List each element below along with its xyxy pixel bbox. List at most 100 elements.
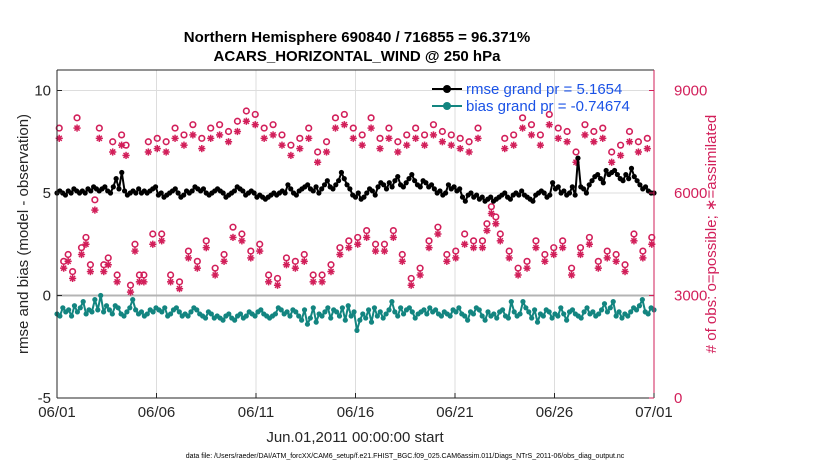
- rmse-point: [136, 186, 142, 192]
- bias-point: [424, 311, 430, 317]
- obs-possible-point: [518, 114, 527, 122]
- obs-possible-point: [265, 271, 273, 279]
- obs-assimilated-point: [238, 237, 246, 245]
- rmse-point: [152, 184, 159, 190]
- obs-possible-point: [469, 237, 478, 245]
- asterisk-stroke: [630, 237, 638, 244]
- obs-assimilated-point: [291, 264, 299, 272]
- obs-possible-point: [541, 250, 549, 259]
- obs-assimilated-point: [398, 257, 406, 265]
- bias-point: [243, 313, 249, 319]
- bias-point: [447, 313, 453, 319]
- asterisk-stroke: [381, 248, 388, 255]
- obs-assimilated-point: [545, 121, 553, 129]
- right-axis-label: # of obs: o=possible; ∗=assimilated: [703, 115, 720, 354]
- asterisk-stroke: [519, 125, 526, 132]
- bias-point: [188, 309, 194, 315]
- bias-point: [520, 299, 526, 305]
- obs-assimilated-point: [510, 141, 518, 149]
- obs-possible-point: [349, 124, 357, 132]
- rmse-point: [355, 190, 361, 196]
- bias-point: [208, 311, 214, 317]
- asterisk-stroke: [448, 142, 455, 149]
- obs-possible-point: [380, 240, 389, 248]
- asterisk-stroke: [163, 148, 170, 156]
- obs-assimilated-point: [202, 244, 210, 252]
- bias-point: [421, 307, 427, 313]
- obs-possible-point: [545, 110, 553, 119]
- rmse-point: [502, 190, 508, 196]
- bias-point: [74, 309, 80, 315]
- obs-possible-point: [242, 107, 250, 115]
- asterisk-stroke: [176, 285, 183, 292]
- obs-assimilated-point: [118, 141, 126, 149]
- obs-possible-point: [452, 247, 460, 255]
- bias-point: [167, 311, 174, 317]
- obs-possible-point: [167, 271, 175, 279]
- asterisk-stroke: [122, 152, 130, 159]
- asterisk-stroke: [604, 254, 611, 261]
- asterisk-stroke: [261, 135, 268, 142]
- rmse-point: [572, 192, 578, 198]
- obs-possible-point: [140, 271, 148, 279]
- obs-assimilated-point: [608, 158, 616, 166]
- obs-assimilated-point: [109, 148, 117, 156]
- bias-point: [491, 311, 497, 317]
- asterisk-stroke: [265, 278, 272, 285]
- rmse-point: [293, 192, 299, 198]
- bias-point: [462, 313, 468, 319]
- rmse-point: [566, 190, 573, 196]
- rmse-point: [172, 186, 178, 192]
- asterisk-stroke: [483, 227, 491, 234]
- obs-assimilated-point: [122, 151, 130, 160]
- obs-assimilated-point: [461, 240, 469, 248]
- asterisk-stroke: [501, 145, 508, 152]
- bias-point: [106, 307, 113, 313]
- rmse-point: [330, 186, 336, 192]
- obs-assimilated-point: [189, 131, 197, 139]
- bias-point: [610, 299, 616, 305]
- rmse-point: [62, 192, 69, 198]
- asterisk-stroke: [96, 135, 103, 142]
- bias-point: [395, 313, 401, 319]
- rmse-point: [550, 180, 556, 186]
- obs-possible-point: [104, 254, 112, 262]
- bias-point: [406, 305, 412, 311]
- obs-assimilated-point: [550, 250, 558, 259]
- obs-assimilated-point: [216, 131, 224, 139]
- rmse-point: [457, 186, 463, 192]
- rmse-point: [392, 178, 398, 184]
- asterisk-stroke: [510, 142, 517, 149]
- asterisk-stroke: [550, 251, 557, 258]
- obs-assimilated-point: [603, 254, 611, 262]
- obs-assimilated-point: [282, 261, 291, 269]
- obs-possible-point: [318, 271, 326, 279]
- bias-point: [465, 317, 471, 323]
- bias-point: [322, 309, 328, 315]
- obs-possible-point: [322, 138, 331, 146]
- bias-point: [386, 307, 392, 313]
- x-tick-label: 06/06: [138, 404, 176, 421]
- obs-assimilated-point: [314, 158, 322, 166]
- obs-possible-point: [86, 261, 95, 269]
- asterisk-stroke: [278, 142, 286, 149]
- obs-possible-point: [336, 244, 344, 252]
- bias-point: [66, 307, 72, 313]
- asterisk-stroke: [403, 142, 410, 149]
- rmse-point: [423, 180, 429, 186]
- obs-possible-point: [198, 134, 206, 142]
- asterisk-stroke: [452, 254, 459, 261]
- obs-assimilated-point: [554, 134, 562, 142]
- asterisk-stroke: [492, 220, 499, 227]
- obs-possible-point: [532, 237, 540, 245]
- asterisk-stroke: [305, 135, 312, 142]
- asterisk-stroke: [546, 121, 553, 128]
- rmse-point: [181, 192, 187, 198]
- asterisk-stroke: [532, 244, 540, 251]
- obs-assimilated-point: [229, 233, 237, 242]
- rmse-point: [175, 190, 181, 196]
- obs-assimilated-point: [149, 240, 157, 248]
- data-file-footnote: data file: /Users/raeder/DAI/ATM_forcXX/…: [186, 453, 625, 460]
- obs-assimilated-point: [616, 151, 625, 160]
- obs-assimilated-point: [287, 151, 295, 160]
